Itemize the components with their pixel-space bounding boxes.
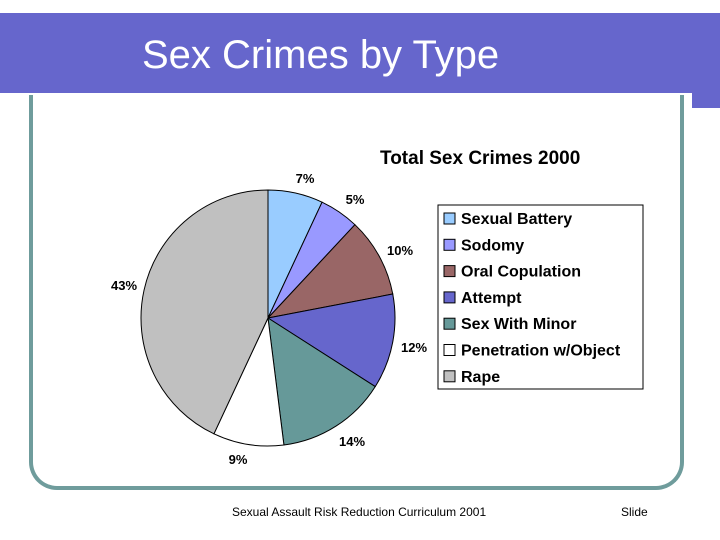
slice-label: 7% <box>296 171 315 186</box>
footer-text: Sexual Assault Risk Reduction Curriculum… <box>232 505 487 519</box>
pie-slice-sex-with-minor <box>267 317 376 446</box>
content-frame <box>29 95 684 490</box>
legend-entry: Rape <box>461 369 500 386</box>
legend-swatch <box>443 370 456 383</box>
legend-swatch <box>443 344 456 356</box>
legend-entry: Sexual Battery <box>461 211 572 228</box>
legend-entry: Penetration w/Object <box>461 343 621 360</box>
slice-label: 5% <box>346 192 365 207</box>
legend-swatch <box>443 291 456 304</box>
pie-slices <box>140 189 396 447</box>
title-bar <box>0 13 692 93</box>
legend-entry: Attempt <box>461 290 522 307</box>
legend-swatch <box>443 265 456 278</box>
pie-slice-rape <box>140 189 269 435</box>
legend-entry: Sodomy <box>461 237 524 254</box>
legend-swatch <box>443 212 456 225</box>
chart-title: Total Sex Crimes 2000 <box>380 148 580 169</box>
slide-label: Slide <box>621 505 648 519</box>
slice-label: 9% <box>229 452 248 467</box>
pie-slice-attempt <box>266 293 396 388</box>
legend-items: Sexual Battery Sodomy Oral Copulation Attem… <box>443 211 621 386</box>
legend-swatch <box>443 317 456 330</box>
legend-entry: Sex With Minor <box>461 316 576 333</box>
legend-swatch <box>443 238 456 251</box>
legend <box>437 204 644 390</box>
legend-entry: Oral Copulation <box>461 264 581 281</box>
slide-title: Sex Crimes by Type <box>142 33 500 77</box>
slice-label: 43% <box>111 278 137 293</box>
pie-slice-oral-copulation <box>266 223 394 319</box>
slice-label: 14% <box>339 434 365 449</box>
slice-label: 10% <box>387 243 413 258</box>
title-underline <box>0 93 636 97</box>
slice-labels: 7% 5% 10% 12% 14% 9% 43% <box>111 171 427 467</box>
slice-label: 12% <box>401 340 427 355</box>
title-bar-accent <box>692 13 720 108</box>
